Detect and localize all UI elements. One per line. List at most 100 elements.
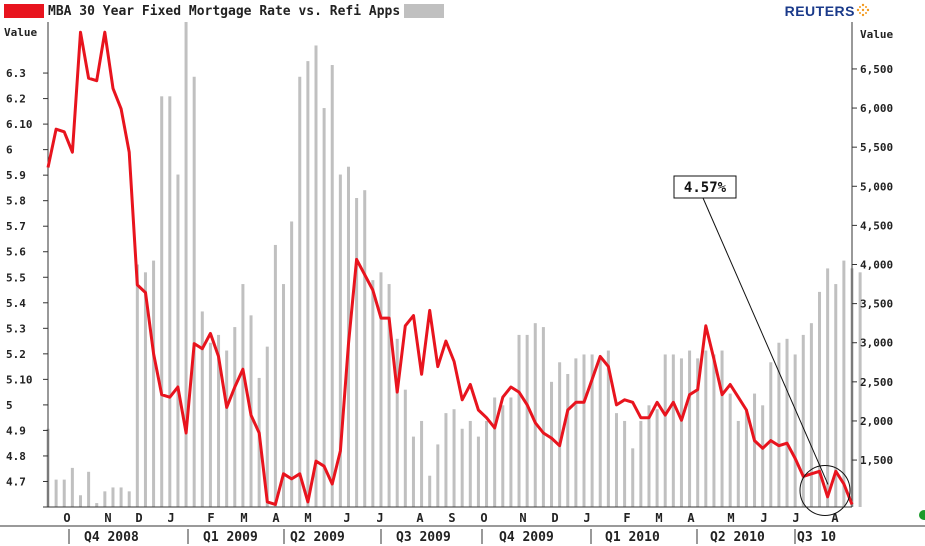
refi-bar: [70, 467, 74, 507]
quarter-label: Q2 2010: [710, 530, 765, 545]
refi-bar: [663, 354, 667, 507]
left-tick-label: 6.3: [6, 67, 26, 80]
refi-bar: [720, 350, 724, 507]
month-label: J: [583, 511, 590, 525]
refi-bar: [54, 479, 58, 507]
refi-bar: [671, 354, 675, 507]
refi-bar: [420, 420, 424, 507]
refi-bar: [306, 61, 310, 507]
refi-bar: [476, 436, 480, 507]
refi-bar: [217, 334, 221, 507]
month-label: D: [551, 511, 558, 525]
refi-bar: [273, 244, 277, 507]
refi-bar: [728, 393, 732, 507]
left-tick-label: 5: [6, 399, 13, 412]
legend-swatch-refi: [404, 4, 445, 18]
month-label: M: [655, 511, 662, 525]
refi-bar: [509, 397, 513, 507]
legend: MBA 30 Year Fixed Mortgage Rate vs. Refi…: [4, 2, 445, 20]
refi-bar: [801, 334, 805, 507]
refi-bar: [842, 260, 846, 507]
month-label: J: [760, 511, 767, 525]
refi-bar: [452, 409, 456, 507]
right-axis-title: Value: [860, 28, 893, 41]
refi-bar: [225, 350, 229, 507]
right-tick-label: 1,500: [860, 454, 893, 467]
refi-bar: [78, 495, 82, 507]
right-tick-label: 3,500: [860, 298, 893, 311]
left-tick-label: 5.7: [6, 220, 26, 233]
refi-bar: [436, 444, 440, 507]
refi-bar: [428, 475, 432, 507]
refi-bar: [119, 487, 123, 507]
annotation-label: 4.57%: [684, 180, 727, 196]
left-tick-label: 5.8: [6, 195, 26, 208]
refi-bar: [330, 65, 334, 507]
right-tick-label: 5,500: [860, 141, 893, 154]
refi-bar: [712, 354, 716, 507]
refi-bar: [290, 221, 294, 507]
right-tick-label: 4,500: [860, 219, 893, 232]
refi-bar: [111, 487, 115, 507]
left-tick-label: 5.10: [6, 373, 33, 386]
refi-bar: [517, 334, 521, 507]
month-label: A: [416, 511, 424, 525]
reuters-logo-text: REUTERS: [784, 3, 855, 19]
refi-bar: [322, 108, 326, 507]
month-label: A: [272, 511, 280, 525]
x-axis: O N D J F M A M J J A S O N D J F M A M J J A Q4 2008 Q1 2009 Q2 …: [63, 511, 839, 545]
month-label: J: [343, 511, 350, 525]
refi-bar: [493, 397, 497, 507]
left-tick-label: 5.9: [6, 169, 26, 182]
refi-bar: [647, 405, 651, 507]
refi-bar: [809, 323, 813, 507]
refi-bar: [631, 448, 635, 507]
annotation-layer: 4.57%: [673, 175, 925, 520]
left-tick-label: 5.4: [6, 297, 26, 310]
refi-bar: [550, 381, 554, 507]
refi-bar: [598, 358, 602, 507]
refi-bar: [761, 405, 765, 507]
right-tick-label: 6,500: [860, 63, 893, 76]
annotation-pointer: [702, 197, 829, 485]
right-tick-label: 2,500: [860, 376, 893, 389]
quarter-label: Q1 2009: [203, 530, 258, 545]
refi-bar: [298, 76, 302, 508]
refi-bar: [541, 327, 545, 507]
refi-bar: [614, 413, 618, 507]
annotation-box: [673, 175, 737, 199]
right-tick-label: 5,000: [860, 180, 893, 193]
refi-bar: [785, 338, 789, 507]
refi-bar: [127, 491, 131, 507]
refi-bar: [590, 354, 594, 507]
month-label: J: [167, 511, 174, 525]
refi-bar: [533, 323, 537, 507]
refi-bar: [395, 338, 399, 507]
refi-bar: [363, 190, 367, 507]
month-label: S: [448, 511, 455, 525]
refi-bar: [606, 350, 610, 507]
right-tick-label: 3,000: [860, 337, 893, 350]
refi-bar: [826, 268, 830, 507]
refi-bar: [135, 264, 139, 507]
refi-bar: [679, 358, 683, 507]
plot-frame: [0, 22, 925, 527]
refi-bar: [753, 393, 757, 507]
month-label: J: [792, 511, 799, 525]
left-tick-label: 4.9: [6, 424, 26, 437]
refi-bar: [818, 291, 822, 507]
legend-swatch-rate: [4, 4, 44, 18]
left-tick-label: 5.3: [6, 322, 26, 335]
refi-bar: [485, 420, 489, 507]
refi-bar: [103, 491, 107, 507]
refi-bar: [639, 420, 643, 507]
refi-bar: [233, 327, 237, 507]
refi-bar: [623, 420, 627, 507]
quarter-label: Q1 2010: [605, 530, 660, 545]
refi-bar: [241, 284, 245, 507]
month-label: O: [480, 511, 487, 525]
refi-bar: [95, 503, 99, 507]
refi-bar: [468, 420, 472, 507]
refi-bar: [192, 76, 196, 508]
